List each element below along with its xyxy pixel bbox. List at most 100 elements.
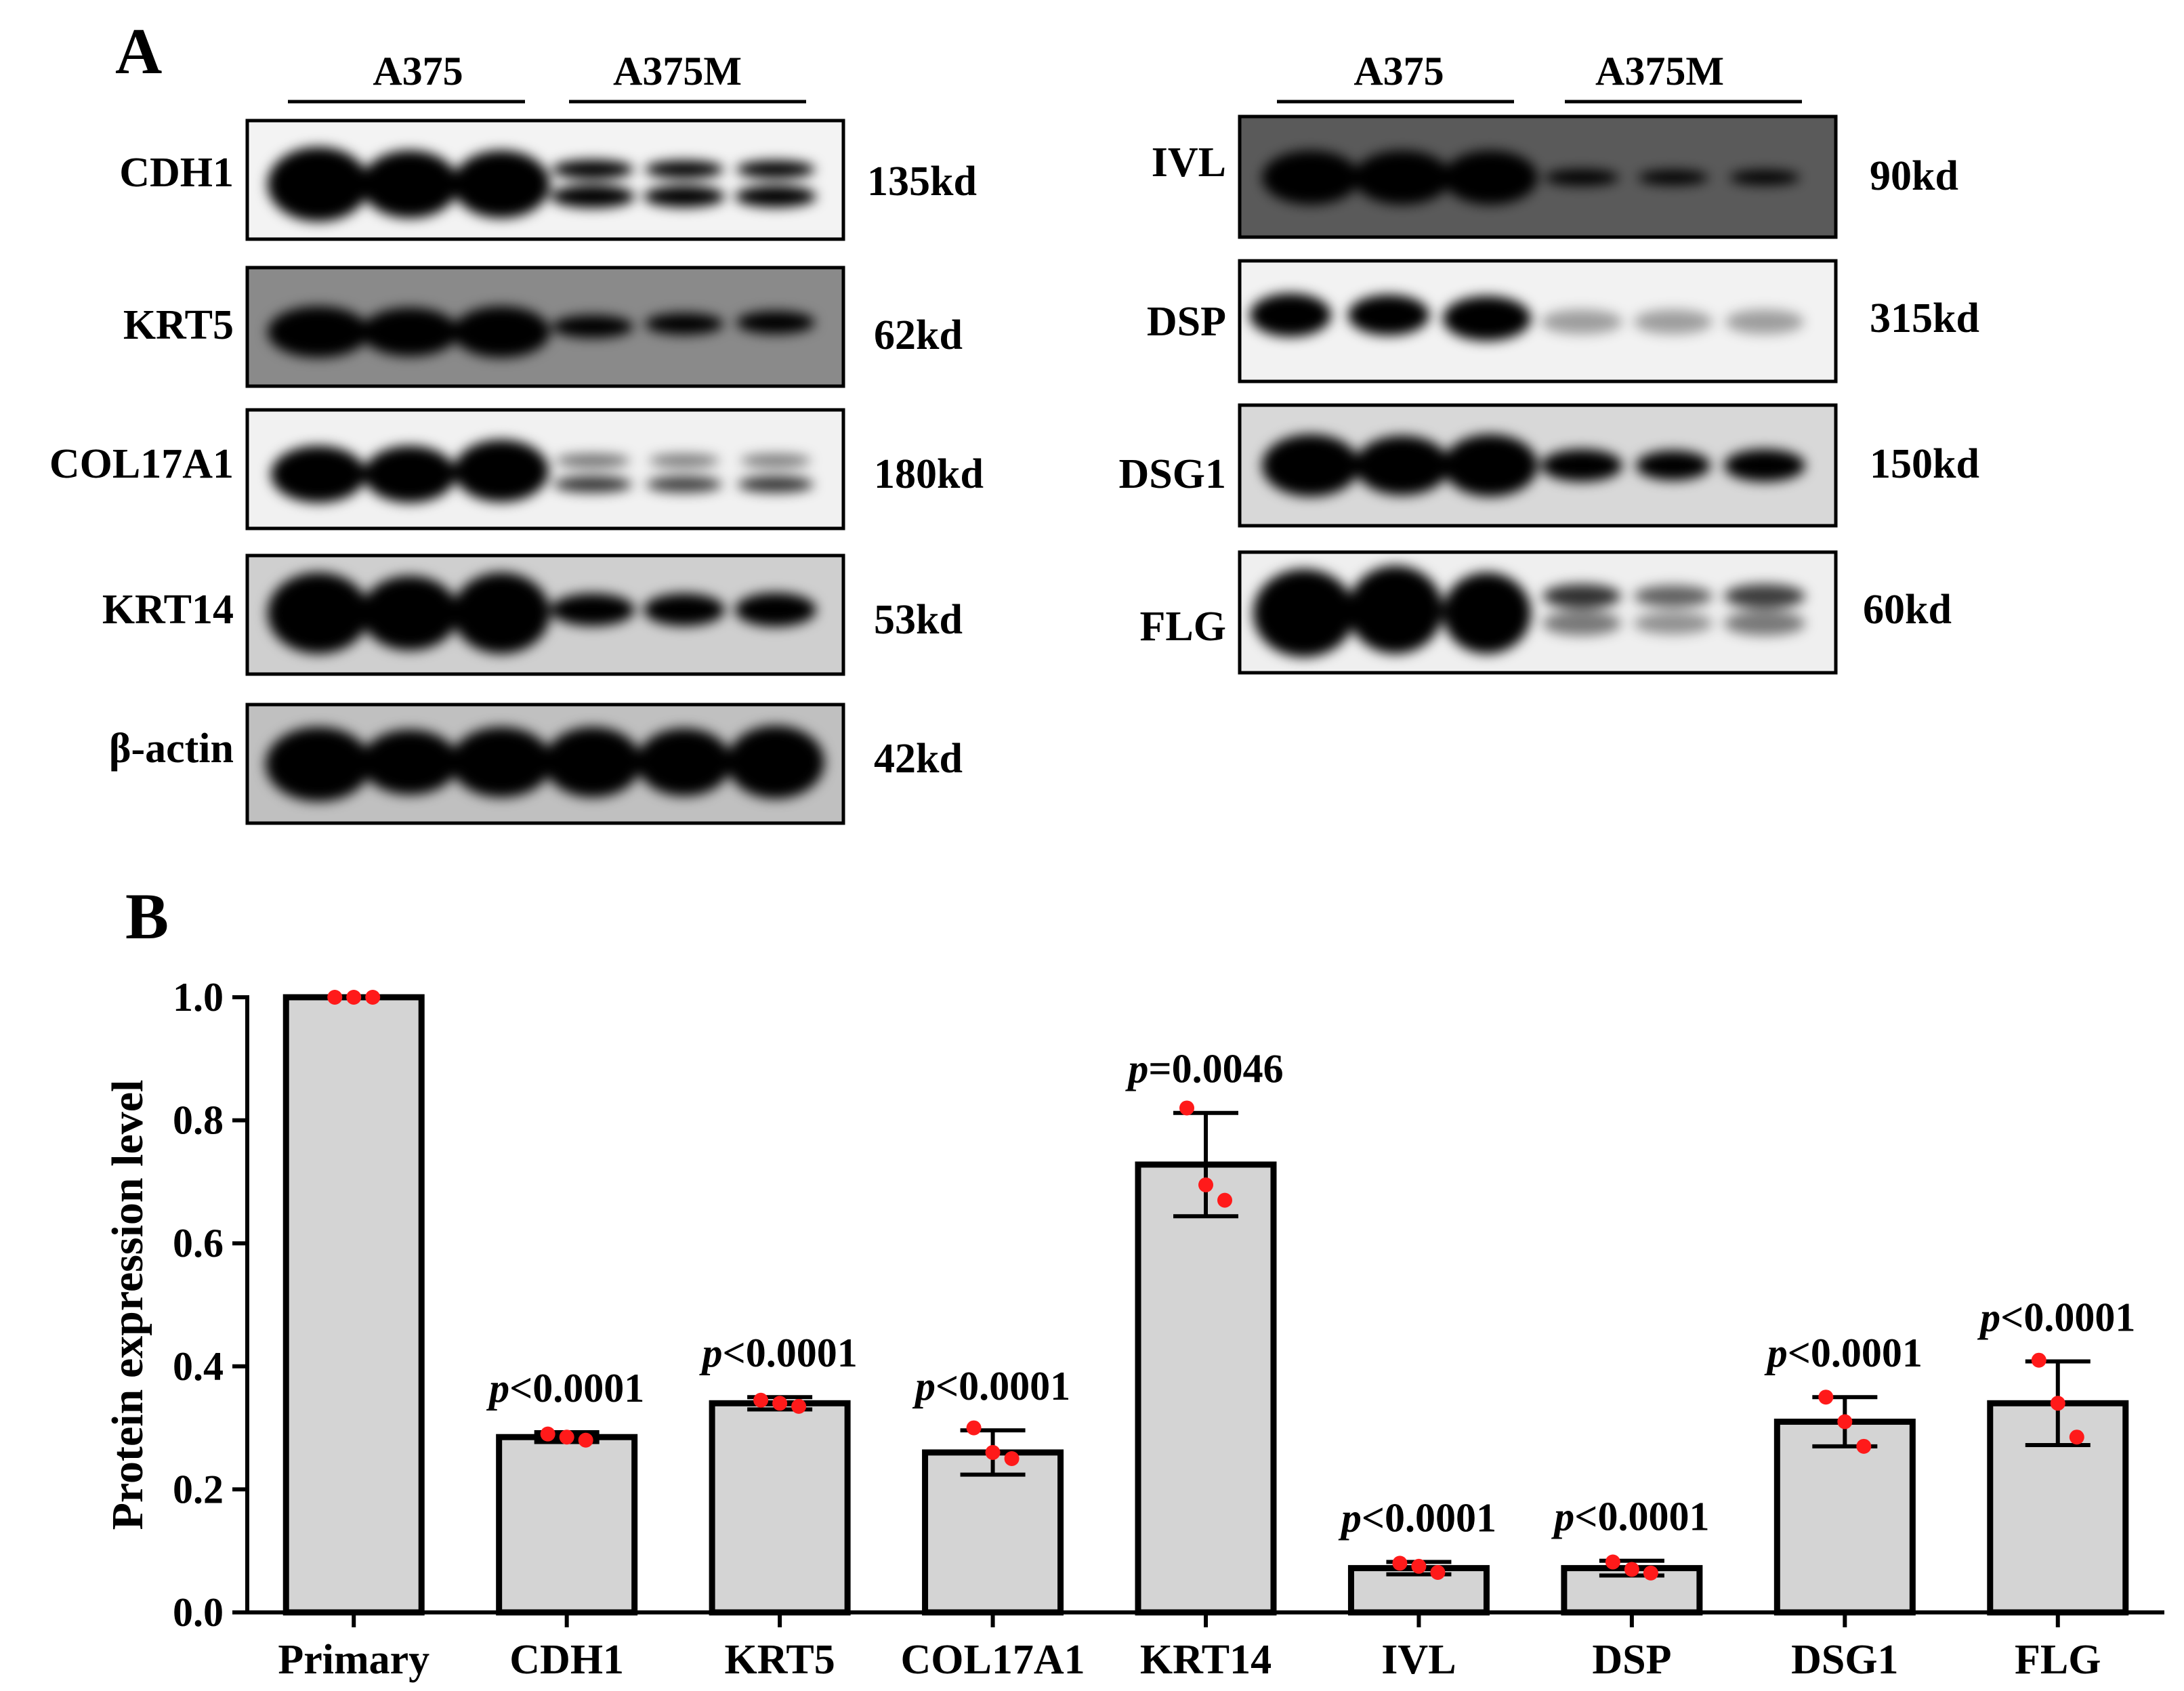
size-label: 150kd: [1870, 441, 1979, 487]
data-point: [1643, 1565, 1658, 1581]
x-tick-label: DSG1: [1791, 1637, 1898, 1683]
p-value-label: p<0.0001: [486, 1366, 644, 1411]
x-tick-label: DSP: [1592, 1637, 1671, 1683]
y-axis: 0.0 0.2 0.4 0.6 0.8 1.0: [173, 975, 249, 1635]
data-point: [2050, 1396, 2065, 1411]
data-point: [1198, 1177, 1213, 1192]
data-point: [791, 1398, 807, 1414]
x-tick-label: COL17A1: [900, 1637, 1085, 1683]
data-point: [772, 1396, 788, 1411]
size-label: 90kd: [1870, 153, 1958, 199]
bar-group: p=0.0046: [1125, 1047, 1284, 1616]
protein-label: FLG: [1140, 604, 1226, 650]
bands: [268, 147, 816, 222]
bar: [709, 1400, 851, 1616]
bar: [1135, 1161, 1277, 1616]
blot-row-ivl: IVL 90kd: [1152, 114, 1958, 239]
data-point: [1856, 1438, 1872, 1454]
x-axis: Primary CDH1 KRT5 COL17A1 KRT14 IVL DSP DSG1 FLG: [245, 1610, 2164, 1683]
p-value-label: p<0.0001: [1338, 1496, 1496, 1541]
bar-group: p<0.0001: [486, 1366, 644, 1616]
y-tick-label: 1.0: [173, 975, 224, 1020]
data-point: [1004, 1451, 1020, 1466]
panel-a-label: A: [115, 15, 162, 87]
bands: [268, 306, 815, 358]
right-blot-header: A375 A375M: [1277, 49, 1802, 104]
data-point: [2031, 1352, 2046, 1368]
x-tick-label: KRT5: [725, 1637, 835, 1683]
protein-label: IVL: [1152, 140, 1226, 186]
y-tick-label: 0.2: [173, 1467, 224, 1511]
x-tick-label: Primary: [278, 1637, 429, 1683]
data-point: [985, 1444, 1001, 1460]
bands: [1262, 434, 1805, 497]
right-group1-label: A375: [1353, 49, 1444, 93]
size-label: 135kd: [867, 159, 977, 205]
bar-group: p<0.0001: [1551, 1495, 1709, 1616]
size-label: 53kd: [874, 597, 963, 643]
p-value-label: p<0.0001: [912, 1364, 1070, 1408]
blot-row-flg: FLG 60kd: [1140, 550, 1952, 675]
left-blot: CDH1 135kd KRT5: [49, 119, 984, 825]
blot-row-dsg1: DSG1 150kd: [1119, 403, 1979, 528]
bands: [1262, 150, 1800, 205]
bar: [282, 994, 425, 1616]
bands: [271, 440, 814, 503]
bands: [266, 726, 824, 801]
y-tick-label: 0.8: [173, 1098, 224, 1143]
y-tick-label: 0.6: [173, 1221, 224, 1266]
size-label: 42kd: [874, 736, 963, 782]
y-tick-label: 0.4: [173, 1344, 224, 1389]
data-point: [540, 1426, 555, 1442]
bar-chart: Protein expression level 0.0 0.2 0.4 0.6 0.8…: [103, 975, 2164, 1683]
bar-group: p<0.0001: [1977, 1295, 2135, 1616]
bars: p<0.0001 p<0.0001 p<0.0001 p=0.0046 p<0.0001…: [282, 990, 2135, 1616]
data-point: [1605, 1554, 1620, 1570]
data-point: [365, 990, 381, 1005]
right-group2-label: A375M: [1595, 49, 1724, 93]
protein-label: β-actin: [109, 726, 234, 772]
blot-row-krt14: KRT14 53kd: [102, 554, 963, 676]
left-group1-label: A375: [373, 49, 463, 93]
data-point: [1411, 1558, 1427, 1574]
data-point: [1818, 1390, 1834, 1405]
y-tick-label: 0.0: [173, 1590, 224, 1635]
size-label: 62kd: [874, 312, 963, 358]
size-label: 315kd: [1870, 295, 1979, 341]
right-blot: IVL 90kd DSP 315kd: [1119, 114, 1979, 675]
bar: [1773, 1419, 1916, 1616]
bands: [1250, 293, 1804, 341]
data-point: [578, 1432, 593, 1448]
data-point: [966, 1420, 982, 1436]
y-axis-label: Protein expression level: [103, 1080, 152, 1530]
protein-label: DSG1: [1119, 451, 1226, 497]
data-point: [346, 990, 362, 1005]
blot-row-cdh1: CDH1 135kd: [119, 119, 977, 241]
bar: [496, 1434, 638, 1616]
protein-label: KRT14: [102, 587, 234, 633]
bar-group: [282, 990, 425, 1616]
blot-row-krt5: KRT5 62kd: [123, 266, 963, 388]
data-point: [1392, 1556, 1408, 1571]
left-group2-label: A375M: [613, 49, 742, 93]
blot-row-dsp: DSP 315kd: [1147, 259, 1979, 383]
bands: [268, 572, 816, 654]
bar-group: p<0.0001: [699, 1331, 858, 1616]
x-tick-label: FLG: [2015, 1637, 2101, 1683]
x-tick-label: CDH1: [509, 1637, 624, 1683]
left-blot-header: A375 A375M: [288, 49, 806, 104]
p-value-label: p<0.0001: [1551, 1495, 1709, 1539]
bar-group: p<0.0001: [1764, 1331, 1923, 1616]
p-value-label: p<0.0001: [699, 1331, 858, 1375]
blot-row-col17a1: COL17A1 180kd: [49, 408, 984, 530]
bands: [1253, 566, 1805, 657]
x-tick-label: KRT14: [1140, 1637, 1272, 1683]
p-value-label: p<0.0001: [1764, 1331, 1923, 1375]
protein-label: KRT5: [123, 302, 234, 348]
x-tick-label: IVL: [1381, 1637, 1456, 1683]
bar-group: p<0.0001: [1338, 1496, 1496, 1616]
data-point: [1430, 1564, 1446, 1580]
data-point: [2069, 1429, 2084, 1445]
p-value-label: p<0.0001: [1977, 1295, 2135, 1340]
